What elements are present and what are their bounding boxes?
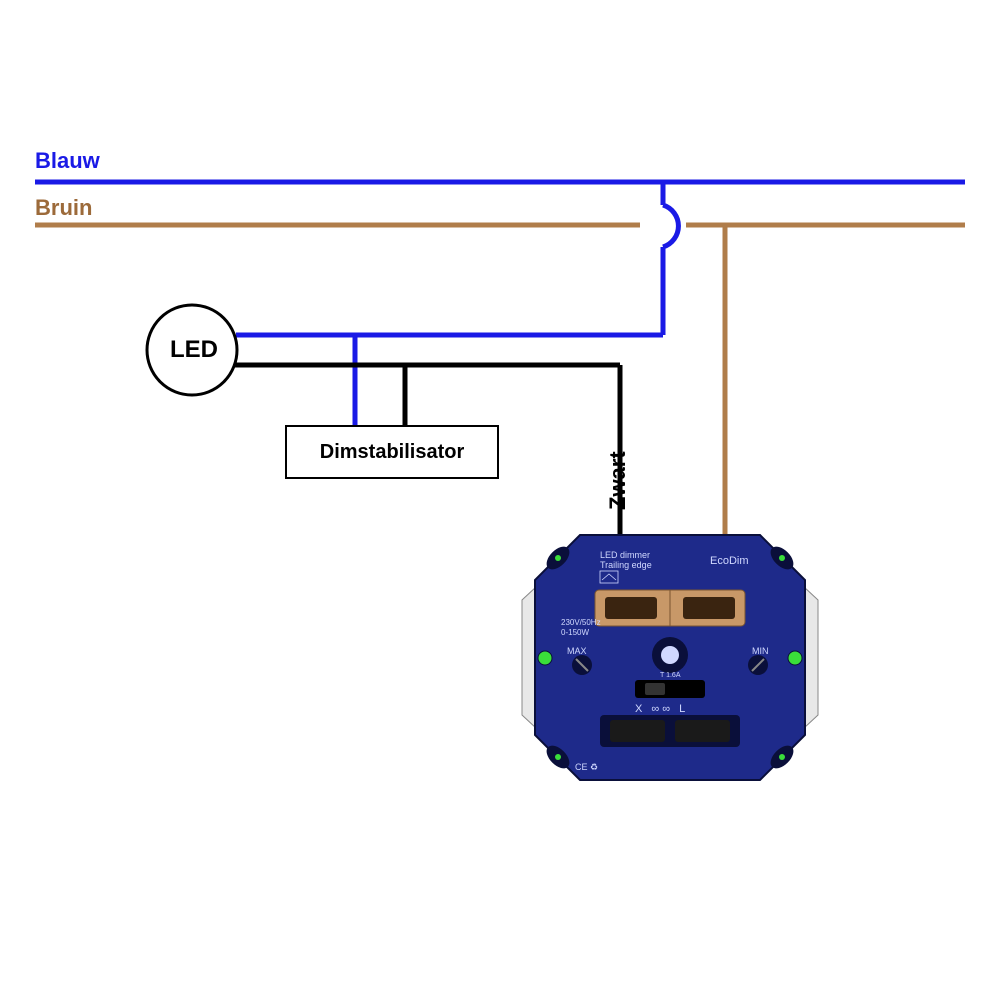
svg-text:MIN: MIN: [752, 646, 769, 656]
svg-text:230V/50Hz: 230V/50Hz: [561, 618, 601, 627]
svg-text:EcoDim: EcoDim: [710, 555, 749, 567]
svg-text:MAX: MAX: [567, 646, 587, 656]
brown-wire-text: Bruin: [35, 195, 92, 220]
led-label: LED: [170, 336, 218, 364]
svg-text:X ∞∞ L: X ∞∞ L: [635, 703, 688, 715]
dimstabilisator-text: Dimstabilisator: [320, 441, 464, 464]
dimmer-svg-group: LED dimmer Trailing edge EcoDim 230V/50H…: [522, 535, 818, 780]
dimstabilisator-box: Dimstabilisator: [285, 425, 499, 479]
svg-text:Trailing edge: Trailing edge: [600, 560, 652, 570]
blue-wire-text: Blauw: [35, 148, 100, 173]
led-text: LED: [170, 336, 218, 363]
svg-text:LED dimmer: LED dimmer: [600, 550, 650, 560]
svg-text:CE ♻: CE ♻: [575, 762, 598, 772]
svg-text:0-150W: 0-150W: [561, 628, 589, 637]
svg-text:T 1.6A: T 1.6A: [660, 672, 681, 679]
black-wire-label: Zwart: [605, 451, 631, 510]
blue-wire-label: Blauw: [35, 148, 100, 174]
wiring-svg: LED dimmer Trailing edge EcoDim 230V/50H…: [0, 0, 1000, 1000]
black-wire-text: Zwart: [605, 451, 630, 510]
brown-wire-label: Bruin: [35, 195, 92, 221]
